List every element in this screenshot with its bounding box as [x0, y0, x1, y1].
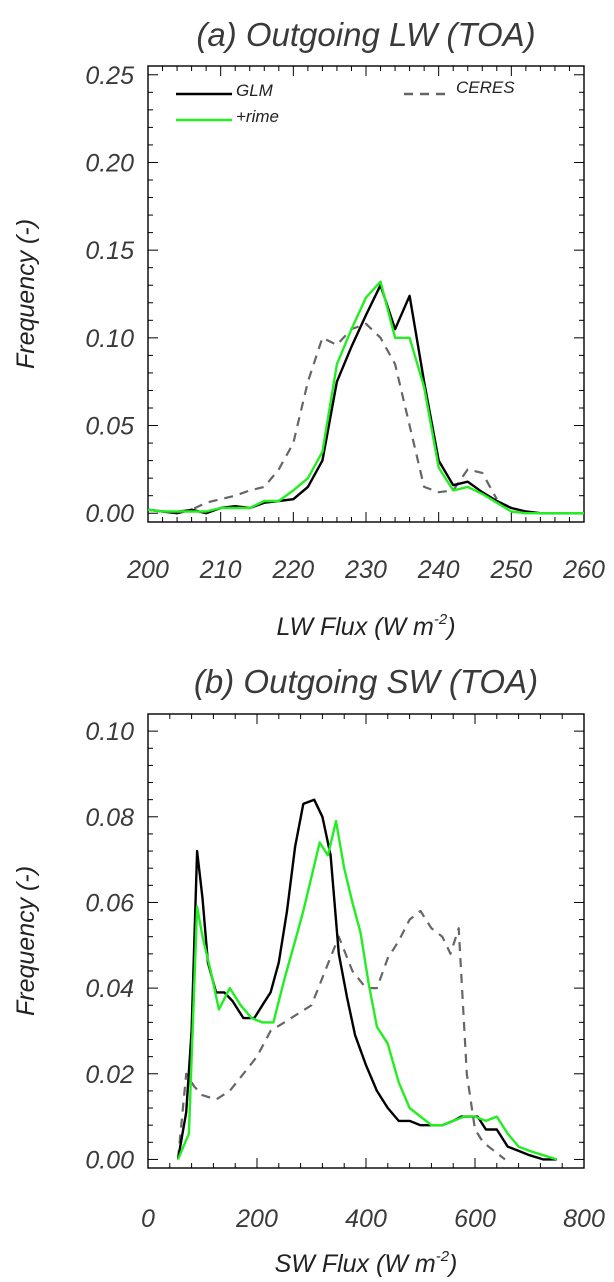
x-tick-label: 210 [199, 556, 242, 584]
x-axis-label: LW Flux (W m-2) [276, 611, 455, 641]
legend-label: GLM [236, 81, 274, 100]
y-tick-label: 0.10 [85, 325, 134, 353]
series-line-ceres [176, 909, 506, 1161]
series-line-rime [148, 280, 584, 515]
y-tick-label: 0.05 [85, 413, 134, 441]
y-tick-label: 0.04 [85, 975, 134, 1003]
x-tick-label: 600 [454, 1205, 496, 1233]
series-line-ceres [162, 322, 498, 513]
y-tick-label: 0.10 [85, 718, 134, 746]
y-tick-label: 0.00 [85, 1146, 134, 1174]
y-tick-label: 0.20 [85, 149, 134, 177]
x-tick-label: 0 [141, 1205, 155, 1233]
series-line-rime [176, 819, 558, 1161]
x-tick-label: 800 [563, 1205, 605, 1233]
y-axis-label: Frequency (-) [12, 219, 40, 369]
legend-label: +rime [236, 107, 279, 126]
y-tick-label: 0.15 [85, 237, 134, 265]
y-tick-label: 0.25 [85, 62, 134, 90]
x-tick-label: 200 [126, 556, 169, 584]
legend-label: CERES [456, 78, 515, 97]
plot-frame [147, 65, 585, 523]
x-axis-label: SW Flux (W m-2) [275, 1248, 458, 1278]
chart-panel-0: (a) Outgoing LW (TOA) 200 210 220 230 240 250 2… [12, 16, 605, 641]
y-tick-label: 0.08 [85, 804, 134, 832]
legend: GLM +rime CERES [176, 78, 515, 126]
x-tick-label: 400 [345, 1205, 387, 1233]
x-tick-label: 250 [489, 556, 532, 584]
chart-title: (b) Outgoing SW (TOA) [194, 663, 538, 700]
y-tick-label: 0.06 [85, 889, 134, 917]
y-axis-label: Frequency (-) [12, 866, 40, 1016]
chart-title: (a) Outgoing LW (TOA) [196, 16, 535, 53]
y-tick-label: 0.00 [85, 500, 134, 528]
x-tick-label: 260 [562, 556, 605, 584]
y-tick-label: 0.02 [85, 1061, 134, 1089]
series-line-glm [148, 284, 584, 515]
x-tick-label: 220 [271, 556, 314, 584]
x-tick-label: 230 [344, 556, 387, 584]
plot-frame [147, 713, 585, 1169]
x-tick-label: 200 [235, 1205, 278, 1233]
x-tick-label: 240 [417, 556, 460, 584]
chart-panel-1: (b) Outgoing SW (TOA) 0 200 400 600 800 0.00 0.… [12, 663, 605, 1278]
